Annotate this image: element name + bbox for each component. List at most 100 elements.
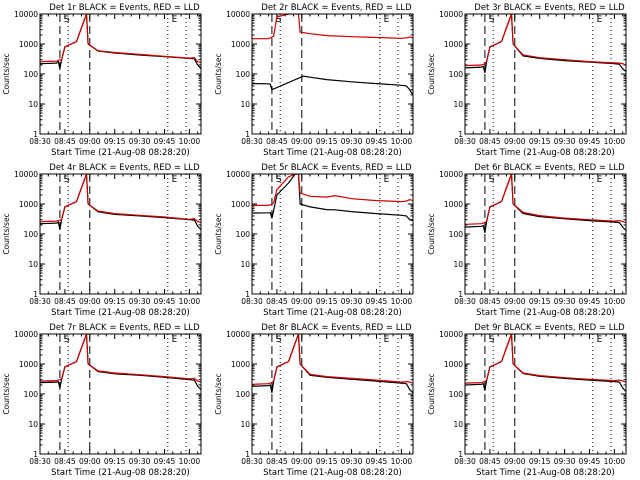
y-tick-label: 1000 bbox=[231, 360, 250, 369]
y-tick-label: 10000 bbox=[14, 330, 38, 339]
y-axis-label: Counts/sec bbox=[214, 213, 223, 254]
x-tick-label: 09:45 bbox=[579, 137, 601, 146]
y-axis-label: Counts/sec bbox=[2, 213, 11, 254]
y-tick-label: 1 bbox=[245, 130, 250, 139]
x-tick-label: 09:30 bbox=[554, 457, 576, 466]
plot-frame bbox=[464, 173, 627, 295]
y-tick-label: 100 bbox=[449, 230, 464, 239]
y-tick-label: 100 bbox=[24, 230, 39, 239]
plot-frame bbox=[251, 333, 414, 455]
y-tick-label: 10 bbox=[240, 420, 250, 429]
flag-label: E bbox=[597, 15, 603, 25]
x-tick-label: 09:30 bbox=[129, 297, 151, 306]
y-tick-label: 1000 bbox=[444, 360, 463, 369]
panel-title: Det 3r BLACK = Events, RED = LLD bbox=[474, 3, 625, 13]
y-tick-label: 10000 bbox=[439, 330, 463, 339]
x-tick-label: 09:15 bbox=[316, 297, 338, 306]
panel-title: Det 4r BLACK = Events, RED = LLD bbox=[49, 163, 200, 173]
panel-det-3: Det 3r BLACK = Events, RED = LLD Start Ti… bbox=[427, 3, 627, 158]
y-tick-label: 1 bbox=[245, 290, 250, 299]
x-tick-label: 09:00 bbox=[291, 137, 313, 146]
x-tick-label: 09:45 bbox=[366, 137, 388, 146]
x-tick-label: 08:30 bbox=[454, 137, 476, 146]
x-tick-label: 08:30 bbox=[29, 297, 51, 306]
y-tick-label: 100 bbox=[24, 390, 39, 399]
y-tick-label: 10 bbox=[240, 260, 250, 269]
y-tick-label: 100 bbox=[449, 70, 464, 79]
y-tick-label: 10000 bbox=[439, 170, 463, 179]
x-tick-label: 08:45 bbox=[479, 297, 501, 306]
flag-label: E bbox=[597, 335, 603, 345]
x-tick-label: 09:45 bbox=[154, 457, 176, 466]
y-tick-label: 100 bbox=[24, 70, 39, 79]
x-tick-label: 08:45 bbox=[479, 137, 501, 146]
flag-label: S bbox=[276, 175, 282, 185]
y-tick-label: 1 bbox=[33, 290, 38, 299]
y-tick-label: 1 bbox=[458, 290, 463, 299]
y-tick-label: 1000 bbox=[444, 200, 463, 209]
x-tick-label: 09:15 bbox=[529, 137, 551, 146]
x-tick-label: 08:30 bbox=[454, 297, 476, 306]
y-tick-label: 1 bbox=[245, 450, 250, 459]
panel-det-1: Det 1r BLACK = Events, RED = LLD Start Ti… bbox=[2, 3, 202, 158]
x-tick-label: 10:00 bbox=[391, 457, 413, 466]
x-tick-label: 09:00 bbox=[504, 457, 526, 466]
x-tick-label: 09:00 bbox=[79, 137, 101, 146]
x-axis-label: Start Time (21-Aug-08 08:28:20) bbox=[476, 308, 615, 318]
x-axis-label: Start Time (21-Aug-08 08:28:20) bbox=[51, 148, 190, 158]
flag-label: E bbox=[384, 15, 390, 25]
x-tick-label: 10:00 bbox=[604, 137, 626, 146]
y-tick-label: 1 bbox=[458, 130, 463, 139]
y-tick-label: 10 bbox=[28, 420, 38, 429]
y-tick-label: 1 bbox=[33, 130, 38, 139]
x-tick-label: 09:15 bbox=[316, 137, 338, 146]
plot-frame bbox=[251, 173, 414, 295]
x-tick-label: 09:45 bbox=[154, 297, 176, 306]
x-tick-label: 08:30 bbox=[29, 457, 51, 466]
x-tick-label: 10:00 bbox=[604, 297, 626, 306]
x-tick-label: 09:15 bbox=[104, 457, 126, 466]
series-line-lld bbox=[465, 14, 626, 67]
flag-label: E bbox=[172, 175, 178, 185]
x-tick-label: 10:00 bbox=[179, 457, 201, 466]
panel-title: Det 5r BLACK = Events, RED = LLD bbox=[261, 163, 412, 173]
x-tick-label: 08:30 bbox=[241, 457, 263, 466]
panel-title: Det 7r BLACK = Events, RED = LLD bbox=[49, 323, 200, 333]
panel-det-8: Det 8r BLACK = Events, RED = LLD Start Ti… bbox=[214, 323, 414, 478]
plot-frame bbox=[39, 13, 202, 135]
y-tick-label: 100 bbox=[236, 70, 251, 79]
series-line-events bbox=[252, 174, 413, 222]
y-axis-label: Counts/sec bbox=[2, 373, 11, 414]
x-tick-label: 09:45 bbox=[154, 137, 176, 146]
y-tick-label: 100 bbox=[449, 390, 464, 399]
plot-frame bbox=[39, 333, 202, 455]
y-tick-label: 1 bbox=[33, 450, 38, 459]
x-tick-label: 09:15 bbox=[529, 457, 551, 466]
x-axis-label: Start Time (21-Aug-08 08:28:20) bbox=[476, 148, 615, 158]
y-tick-label: 1000 bbox=[19, 40, 38, 49]
flag-label: S bbox=[64, 335, 70, 345]
y-tick-label: 100 bbox=[236, 230, 251, 239]
flag-label: S bbox=[64, 15, 70, 25]
y-tick-label: 10000 bbox=[439, 10, 463, 19]
series-line-lld bbox=[252, 174, 413, 206]
flag-label: S bbox=[489, 175, 495, 185]
y-tick-label: 1000 bbox=[231, 200, 250, 209]
y-tick-label: 1000 bbox=[444, 40, 463, 49]
y-tick-label: 10000 bbox=[226, 10, 250, 19]
x-tick-label: 09:00 bbox=[79, 457, 101, 466]
x-tick-label: 09:00 bbox=[291, 297, 313, 306]
x-tick-label: 08:45 bbox=[266, 457, 288, 466]
x-tick-label: 10:00 bbox=[179, 297, 201, 306]
series-line-lld bbox=[252, 334, 413, 385]
y-tick-label: 10000 bbox=[226, 170, 250, 179]
x-tick-label: 10:00 bbox=[179, 137, 201, 146]
y-axis-label: Counts/sec bbox=[427, 213, 436, 254]
y-tick-label: 10 bbox=[453, 420, 463, 429]
x-tick-label: 09:00 bbox=[79, 297, 101, 306]
x-tick-label: 10:00 bbox=[604, 457, 626, 466]
x-tick-label: 10:00 bbox=[391, 297, 413, 306]
plot-frame bbox=[39, 173, 202, 295]
series-line-lld bbox=[252, 14, 413, 40]
series-line-lld bbox=[40, 174, 201, 224]
